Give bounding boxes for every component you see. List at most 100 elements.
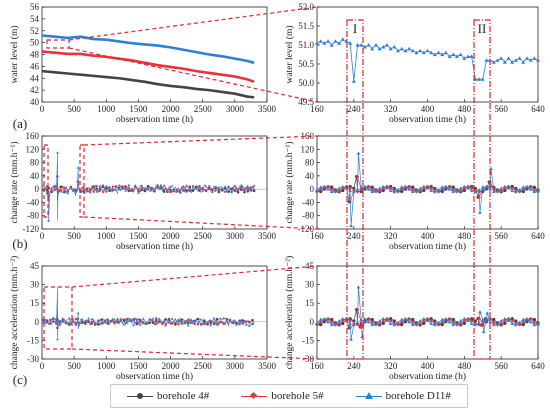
data-point bbox=[83, 322, 87, 326]
data-point bbox=[359, 189, 363, 194]
data-point bbox=[246, 190, 249, 193]
data-point bbox=[517, 56, 522, 60]
data-point bbox=[204, 184, 208, 188]
data-point bbox=[199, 323, 203, 326]
data-point bbox=[495, 322, 500, 326]
x-tick-label: 500 bbox=[67, 231, 81, 241]
data-point bbox=[249, 188, 253, 191]
y-tick-label: 40 bbox=[305, 171, 315, 181]
data-point bbox=[363, 317, 367, 321]
region-I-label: I bbox=[353, 21, 357, 36]
zoom-connector bbox=[83, 216, 318, 230]
data-point bbox=[85, 189, 89, 193]
x-tick-label: 240 bbox=[347, 361, 361, 371]
y-axis-label: change rate (mm.h⁻¹) bbox=[284, 142, 295, 224]
x-tick-label: 1500 bbox=[129, 231, 148, 241]
x-tick-label: 3000 bbox=[226, 361, 245, 371]
y-tick-label: 50 bbox=[30, 38, 40, 48]
data-point bbox=[477, 188, 481, 192]
data-point bbox=[319, 189, 323, 194]
data-point bbox=[510, 60, 515, 64]
data-point bbox=[477, 320, 481, 325]
data-point bbox=[244, 323, 248, 326]
x-tick-label: 400 bbox=[421, 104, 435, 114]
data-point bbox=[218, 316, 222, 320]
data-point bbox=[392, 44, 397, 49]
data-point bbox=[352, 323, 356, 327]
y-tick-label: 30 bbox=[305, 280, 315, 290]
data-point bbox=[355, 43, 360, 47]
data-point bbox=[243, 189, 246, 192]
data-point bbox=[436, 322, 441, 327]
series-line bbox=[41, 50, 255, 84]
data-point bbox=[90, 317, 94, 321]
data-point bbox=[100, 322, 103, 325]
zoom-connector bbox=[71, 265, 318, 288]
data-point bbox=[381, 184, 386, 188]
data-point bbox=[190, 318, 193, 322]
data-point bbox=[251, 318, 254, 322]
data-point bbox=[381, 188, 385, 193]
data-point bbox=[141, 321, 145, 325]
data-point bbox=[132, 323, 136, 327]
data-point bbox=[510, 317, 514, 321]
data-point bbox=[429, 318, 433, 323]
data-point bbox=[370, 320, 375, 325]
x-tick-label: 160 bbox=[310, 361, 324, 371]
x-tick-label: 400 bbox=[421, 361, 435, 371]
data-point bbox=[74, 317, 78, 321]
data-point bbox=[66, 191, 70, 195]
data-point bbox=[53, 188, 57, 192]
data-point bbox=[462, 321, 466, 326]
data-point bbox=[429, 317, 433, 321]
data-point bbox=[233, 189, 237, 193]
x-tick-label: 480 bbox=[458, 104, 472, 114]
y-tick-label: 52 bbox=[30, 26, 39, 36]
x-tick-label: 560 bbox=[494, 231, 508, 241]
data-point bbox=[227, 190, 230, 193]
data-point bbox=[157, 317, 161, 320]
data-point bbox=[329, 43, 334, 47]
data-point bbox=[112, 321, 116, 325]
data-point bbox=[348, 317, 352, 321]
data-point bbox=[92, 190, 95, 194]
data-point bbox=[425, 318, 430, 322]
y-tick-label: 49.5 bbox=[298, 97, 314, 107]
data-point bbox=[56, 151, 59, 154]
data-point bbox=[485, 311, 490, 315]
data-point bbox=[521, 189, 525, 194]
data-point bbox=[230, 190, 234, 194]
data-point bbox=[318, 317, 323, 321]
x-tick-label: 560 bbox=[494, 104, 508, 114]
y-tick-label: 40 bbox=[30, 97, 40, 107]
plot-frame bbox=[41, 265, 268, 360]
data-point bbox=[399, 317, 404, 321]
data-point bbox=[175, 189, 179, 193]
y-tick-label: -15 bbox=[27, 335, 39, 345]
data-point bbox=[217, 190, 221, 194]
data-point bbox=[366, 317, 371, 322]
data-point bbox=[422, 316, 426, 321]
data-point bbox=[355, 320, 360, 325]
panel-label-b: (b) bbox=[12, 236, 27, 251]
data-point bbox=[177, 318, 181, 322]
data-point bbox=[422, 184, 426, 188]
y-axis-label: change acceleration (mm.h⁻²) bbox=[9, 256, 20, 370]
data-point bbox=[138, 323, 142, 326]
data-point bbox=[154, 316, 158, 319]
data-point bbox=[370, 187, 375, 192]
data-point bbox=[322, 41, 327, 45]
x-axis-label: observation time (h) bbox=[389, 114, 466, 125]
data-point bbox=[333, 189, 338, 193]
data-point bbox=[80, 317, 84, 321]
data-point bbox=[340, 37, 345, 41]
data-point bbox=[407, 46, 412, 51]
y-tick-label: 80 bbox=[305, 158, 315, 168]
data-point bbox=[466, 54, 471, 58]
zoom-box-c bbox=[43, 286, 73, 350]
data-point bbox=[71, 319, 74, 323]
data-point bbox=[162, 190, 166, 193]
data-point bbox=[138, 318, 142, 322]
plot-frame bbox=[41, 135, 268, 230]
data-point bbox=[517, 320, 522, 325]
